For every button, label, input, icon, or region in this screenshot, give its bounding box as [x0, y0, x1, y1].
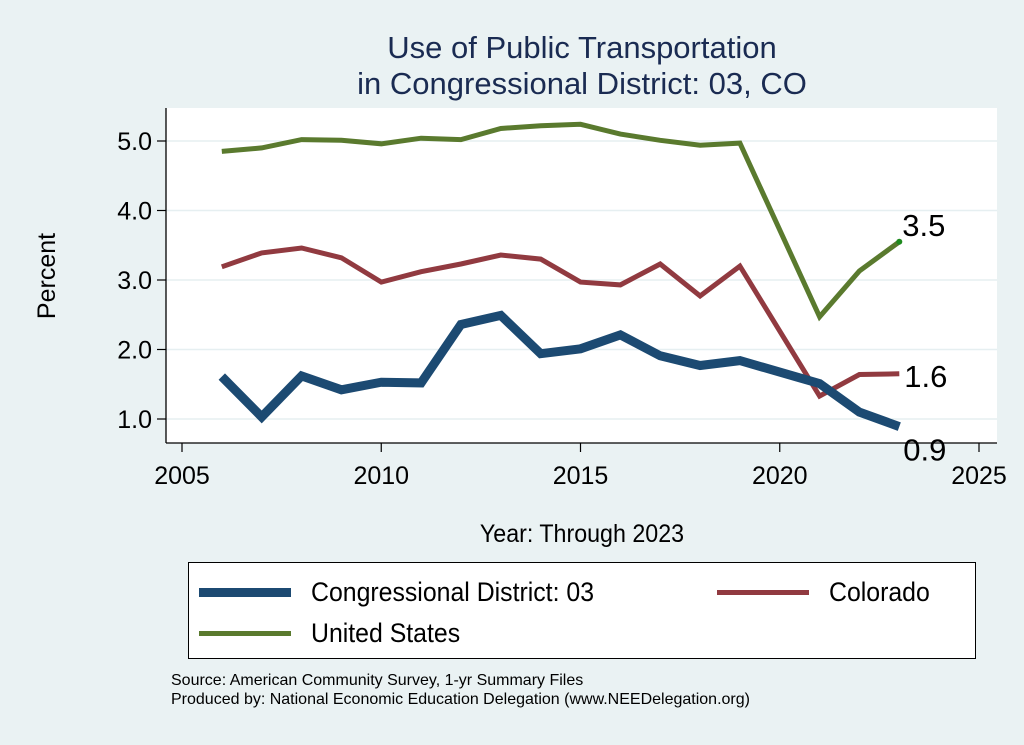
- source-note: Source: American Community Survey, 1-yr …: [171, 672, 584, 689]
- chart-title-line2: in Congressional District: 03, CO: [357, 66, 807, 101]
- chart-title: Use of Public Transportation in Congress…: [0, 30, 1024, 102]
- y-tick-label: 3.0: [117, 267, 152, 295]
- series-line-congressional-district-03: [218, 310, 901, 431]
- end-point-marker: [896, 238, 903, 245]
- series-line-united-states: [221, 121, 901, 322]
- end-label: 0.9: [903, 433, 946, 468]
- axes: 1.0 2.0 3.0 4.0 5.0 2005 2010 2015 2020 2025: [117, 108, 1007, 490]
- legend-item-united-states: United States: [199, 618, 473, 649]
- series-lines: [218, 121, 903, 431]
- legend-swatch-district: [199, 588, 291, 597]
- y-tick-label: 1.0: [117, 406, 152, 434]
- x-tick-label: 2005: [154, 462, 210, 490]
- y-axis-label: Percent: [33, 233, 61, 319]
- legend: Congressional District: 03 Colorado Unit…: [188, 562, 976, 659]
- end-label: 3.5: [902, 208, 945, 243]
- legend-item-district: Congressional District: 03: [199, 577, 619, 608]
- legend-label: United States: [311, 618, 461, 648]
- x-tick-label: 2010: [353, 462, 409, 490]
- legend-swatch-colorado: [717, 590, 809, 595]
- legend-swatch-united-states: [199, 631, 291, 636]
- end-label: 1.6: [904, 359, 947, 394]
- y-tick-label: 5.0: [117, 128, 152, 156]
- series-line-colorado: [220, 245, 900, 400]
- producer-note: Produced by: National Economic Education…: [171, 691, 750, 708]
- x-tick-label: 2020: [752, 462, 808, 490]
- legend-label: Congressional District: 03: [311, 577, 595, 607]
- y-tick-label: 4.0: [117, 198, 152, 226]
- x-tick-label: 2025: [951, 462, 1007, 490]
- chart-title-line1: Use of Public Transportation: [387, 30, 777, 65]
- legend-label: Colorado: [829, 577, 930, 607]
- x-tick-label: 2015: [553, 462, 609, 490]
- y-tick-label: 2.0: [117, 337, 152, 365]
- legend-item-colorado: Colorado: [717, 577, 939, 608]
- x-axis-label: Year: Through 2023: [480, 520, 684, 548]
- end-labels: 0.9 1.6 3.5: [902, 208, 947, 468]
